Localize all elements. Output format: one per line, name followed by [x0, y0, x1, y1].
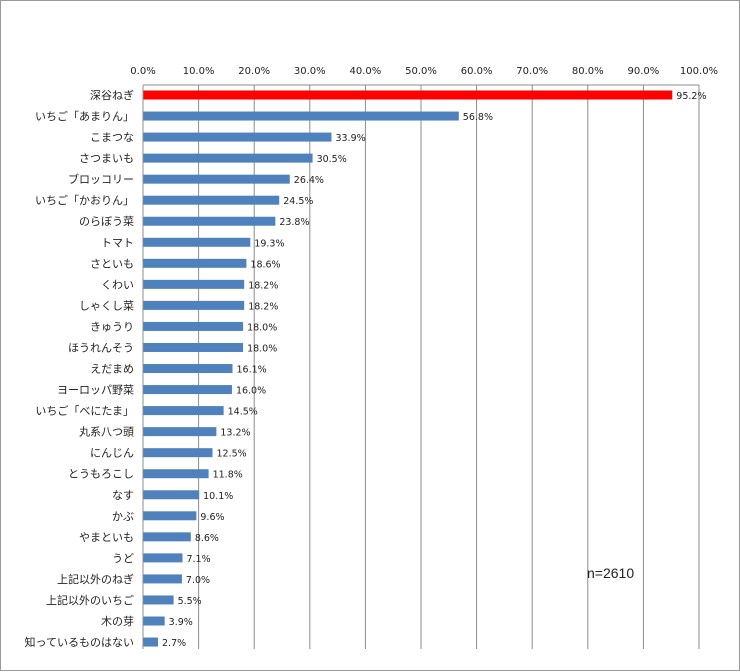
bar [143, 153, 313, 163]
category-label: とうもろこし [68, 468, 134, 481]
value-label: 8.6% [195, 533, 219, 544]
value-label: 18.6% [250, 259, 280, 270]
x-tick-label: 60.0% [461, 66, 493, 77]
bar [143, 216, 276, 226]
bar [143, 300, 245, 310]
value-label: 26.4% [294, 175, 324, 186]
x-tick-label: 70.0% [516, 66, 548, 77]
category-label: ヨーロッパ野菜 [57, 384, 134, 397]
bar [143, 448, 213, 458]
x-tick-label: 0.0% [130, 66, 155, 77]
bar [143, 342, 244, 352]
bar [143, 279, 245, 289]
bar [143, 132, 332, 142]
bar [143, 195, 280, 205]
value-label: 33.9% [335, 133, 365, 144]
category-label: きゅうり [90, 320, 134, 333]
category-label: 知っているものはない [25, 635, 134, 649]
category-label: しゃくし菜 [79, 299, 134, 312]
value-label: 10.1% [203, 491, 233, 502]
category-label: いちご「かおりん」 [35, 193, 134, 207]
bar [143, 385, 232, 395]
bar [143, 364, 233, 374]
category-label: 上記以外のいちご [46, 593, 134, 607]
category-label: いちご「あまりん」 [35, 109, 134, 123]
value-label: 16.1% [237, 365, 267, 376]
category-label: のらぼう菜 [79, 215, 134, 228]
bar [143, 637, 159, 647]
bar [143, 595, 174, 605]
value-label: 95.2% [676, 91, 706, 102]
bar [143, 532, 191, 542]
value-label: 23.8% [279, 217, 309, 228]
category-label: さつまいも [79, 152, 134, 165]
bar [143, 321, 244, 331]
category-label: さといも [90, 257, 134, 270]
value-label: 2.7% [162, 638, 186, 649]
category-label: ほうれんそう [68, 341, 134, 354]
bar [143, 616, 165, 626]
bar [143, 111, 459, 121]
value-label: 18.2% [248, 280, 278, 291]
category-label: 木の芽 [101, 614, 134, 628]
category-label: 深谷ねぎ [90, 88, 134, 102]
category-label: やまといも [79, 531, 134, 544]
sample-size-annotation: n=2610 [587, 565, 634, 581]
x-tick-label: 100.0% [680, 66, 718, 77]
bar [143, 574, 182, 584]
x-tick-label: 80.0% [572, 66, 604, 77]
category-label: いちご「べにたま」 [35, 404, 134, 418]
value-label: 7.0% [186, 575, 210, 586]
x-tick-label: 30.0% [294, 66, 326, 77]
category-label: にんじん [90, 447, 134, 460]
value-label: 5.5% [178, 596, 202, 607]
x-tick-label: 50.0% [405, 66, 437, 77]
value-label: 30.5% [317, 154, 347, 165]
value-label: 11.8% [213, 470, 243, 481]
category-label: かぶ [112, 510, 134, 523]
category-label: トマト [101, 236, 134, 249]
value-label: 18.0% [247, 343, 277, 354]
bar [143, 406, 224, 416]
bar [143, 511, 197, 521]
value-label: 3.9% [169, 617, 193, 628]
bar [143, 553, 183, 563]
category-label: くわい [101, 278, 134, 291]
value-label: 7.1% [186, 554, 210, 565]
category-label: えだまめ [90, 363, 134, 376]
category-label: うど [112, 552, 134, 565]
value-label: 14.5% [228, 407, 258, 418]
bar [143, 174, 290, 184]
value-label: 18.2% [248, 301, 278, 312]
category-label: こまつな [90, 131, 134, 144]
value-label: 12.5% [217, 449, 247, 460]
x-tick-label: 10.0% [183, 66, 215, 77]
x-tick-label: 20.0% [238, 66, 270, 77]
bar [143, 258, 247, 268]
value-label: 19.3% [254, 238, 284, 249]
bar [143, 427, 217, 437]
value-label: 18.0% [247, 322, 277, 333]
value-label: 9.6% [200, 512, 224, 523]
bar [143, 237, 251, 247]
value-label: 24.5% [283, 196, 313, 207]
x-tick-label: 40.0% [350, 66, 382, 77]
value-label: 13.2% [220, 428, 250, 439]
bar [143, 90, 673, 100]
category-label: 丸系八つ頭 [79, 426, 134, 439]
value-label: 16.0% [236, 386, 266, 397]
category-label: ブロッコリー [68, 172, 134, 186]
category-label: なす [112, 489, 134, 502]
x-tick-label: 90.0% [628, 66, 660, 77]
bar [143, 469, 209, 479]
category-label: 上記以外のねぎ [57, 572, 134, 586]
value-label: 56.8% [463, 112, 493, 123]
bar [143, 490, 200, 500]
